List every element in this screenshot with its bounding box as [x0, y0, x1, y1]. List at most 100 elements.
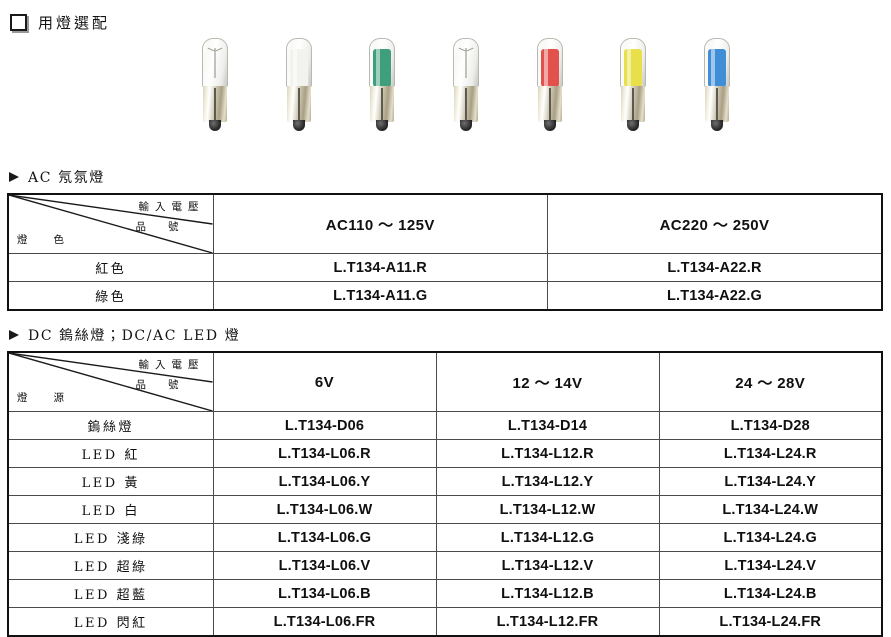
lamp-metal-base: [370, 86, 395, 122]
lamp-pin: [548, 88, 551, 120]
table-row: 紅色 L.T134-A11.R L.T134-A22.R: [7, 253, 883, 282]
corner-header-cell: 輸入電壓 品號 燈色: [7, 193, 214, 254]
part-number-cell: L.T134-D14: [435, 411, 660, 440]
led-slug: [540, 49, 559, 87]
blue-led-lamp: [698, 38, 736, 136]
corner-kind-label: 燈色: [17, 234, 90, 246]
green-led-lamp: [363, 38, 401, 136]
part-number-cell: L.T134-L06.FR: [212, 607, 437, 637]
diagonal-divider-icon: [9, 195, 212, 253]
part-number-cell: L.T134-A22.G: [547, 281, 883, 311]
part-number-cell: L.T134-A11.G: [212, 281, 548, 311]
lamp-glass: [285, 38, 312, 88]
filament: [465, 48, 467, 78]
diagonal-divider-icon: [9, 353, 212, 411]
part-number-cell: L.T134-L12.G: [435, 523, 660, 552]
lamp-glass: [202, 38, 228, 88]
table-row: LED 超綠 L.T134-L06.V L.T134-L12.V L.T134-L24…: [7, 551, 883, 580]
white-lamp: [280, 38, 318, 136]
section-heading-ac-text: AC 氖氛燈: [28, 170, 105, 186]
lamp-pin: [464, 88, 467, 120]
part-number-cell: L.T134-L24.R: [658, 439, 883, 468]
part-number-cell: L.T134-A22.R: [547, 253, 883, 282]
triangle-bullet-icon: [9, 172, 19, 182]
part-number-cell: L.T134-L24.G: [658, 523, 883, 552]
table-row: LED 閃紅 L.T134-L06.FR L.T134-L12.FR L.T134-L…: [7, 607, 883, 637]
lamp-metal-base: [203, 86, 227, 122]
dc-led-lamp-table: 輸入電壓 品號 燈源 6V 12 ～ 14V 24 ～ 28V 鎢絲燈 L.T13…: [7, 351, 883, 637]
part-number-cell: L.T134-L12.V: [435, 551, 660, 580]
lamp-kind-cell: LED 閃紅: [7, 607, 214, 637]
neon-clear-lamp: [196, 38, 234, 136]
part-number-cell: L.T134-L24.FR: [658, 607, 883, 637]
lamp-glass: [620, 38, 647, 88]
lamp-metal-base: [704, 86, 729, 122]
lamp-solder-tip: [543, 120, 556, 131]
section-heading-dc: DC 鎢絲燈；DC/AC LED 燈: [0, 323, 891, 347]
lamp-pin: [632, 88, 635, 120]
table-row: LED 超藍 L.T134-L06.B L.T134-L12.B L.T134-L24…: [7, 579, 883, 608]
lamp-glass: [369, 38, 396, 88]
lamp-pin: [715, 88, 718, 120]
column-header-voltage-1: AC110 ～ 125V: [212, 193, 548, 254]
table-header-row: 輸入電壓 品號 燈源 6V 12 ～ 14V 24 ～ 28V: [7, 351, 883, 412]
lamp-kind-cell: LED 紅: [7, 439, 214, 468]
column-header-voltage-2: 12 ～ 14V: [435, 351, 660, 412]
lamp-metal-base: [453, 86, 478, 122]
yellow-led-lamp: [614, 38, 652, 136]
lamp-metal-base: [286, 86, 311, 122]
column-header-voltage-2: AC220 ～ 250V: [547, 193, 883, 254]
lamp-solder-tip: [459, 120, 472, 131]
part-number-cell: L.T134-L06.G: [212, 523, 437, 552]
corner-part-label: 品號: [135, 379, 201, 391]
part-number-cell: L.T134-L12.FR: [435, 607, 660, 637]
table-row: LED 白 L.T134-L06.W L.T134-L12.W L.T134-L24.…: [7, 495, 883, 524]
lamp-glass: [536, 38, 563, 88]
part-number-cell: L.T134-L06.R: [212, 439, 437, 468]
lamp-solder-tip: [627, 120, 640, 131]
page-title: 用燈選配: [0, 0, 891, 35]
led-slug: [289, 49, 308, 87]
part-number-cell: L.T134-L24.B: [658, 579, 883, 608]
lamp-glass: [452, 38, 479, 88]
lamp-kind-cell: 紅色: [7, 253, 214, 282]
column-header-voltage-3: 24 ～ 28V: [658, 351, 883, 412]
part-number-cell: L.T134-D06: [212, 411, 437, 440]
part-number-cell: L.T134-L06.W: [212, 495, 437, 524]
part-number-cell: L.T134-L24.Y: [658, 467, 883, 496]
table-row: LED 紅 L.T134-L06.R L.T134-L12.R L.T134-L24.…: [7, 439, 883, 468]
lamp-metal-base: [537, 86, 562, 122]
corner-part-label: 品號: [135, 221, 201, 233]
lamp-kind-cell: LED 超藍: [7, 579, 214, 608]
lamp-solder-tip: [209, 120, 221, 131]
part-number-cell: L.T134-L06.Y: [212, 467, 437, 496]
corner-header-cell: 輸入電壓 品號 燈源: [7, 351, 214, 412]
part-number-cell: L.T134-A11.R: [212, 253, 548, 282]
ac-neon-lamp-table: 輸入電壓 品號 燈色 AC110 ～ 125V AC220 ～ 250V 紅色 L…: [7, 193, 883, 311]
square-bullet-icon: [10, 13, 27, 31]
part-number-cell: L.T134-L12.W: [435, 495, 660, 524]
table-row: LED 淺綠 L.T134-L06.G L.T134-L12.G L.T134-L24…: [7, 523, 883, 552]
filament: [214, 48, 216, 78]
part-number-cell: L.T134-D28: [658, 411, 883, 440]
part-number-cell: L.T134-L24.W: [658, 495, 883, 524]
lamp-pin: [381, 88, 384, 120]
lamp-kind-cell: LED 白: [7, 495, 214, 524]
lamp-photo-strip: [196, 38, 736, 138]
lamp-kind-cell: LED 淺綠: [7, 523, 214, 552]
lamp-glass: [703, 38, 730, 88]
section-heading-ac: AC 氖氛燈: [0, 165, 891, 189]
part-number-cell: L.T134-L06.B: [212, 579, 437, 608]
lamp-solder-tip: [292, 120, 305, 131]
column-header-voltage-1: 6V: [212, 351, 437, 412]
lamp-metal-base: [621, 86, 646, 122]
table-header-row: 輸入電壓 品號 燈色 AC110 ～ 125V AC220 ～ 250V: [7, 193, 883, 254]
part-number-cell: L.T134-L12.Y: [435, 467, 660, 496]
lamp-kind-cell: LED 超綠: [7, 551, 214, 580]
page-title-text: 用燈選配: [38, 13, 111, 32]
lamp-pin: [214, 88, 216, 120]
lamp-solder-tip: [376, 120, 389, 131]
corner-voltage-label: 輸入電壓: [138, 359, 205, 371]
red-led-lamp: [531, 38, 569, 136]
part-number-cell: L.T134-L24.V: [658, 551, 883, 580]
